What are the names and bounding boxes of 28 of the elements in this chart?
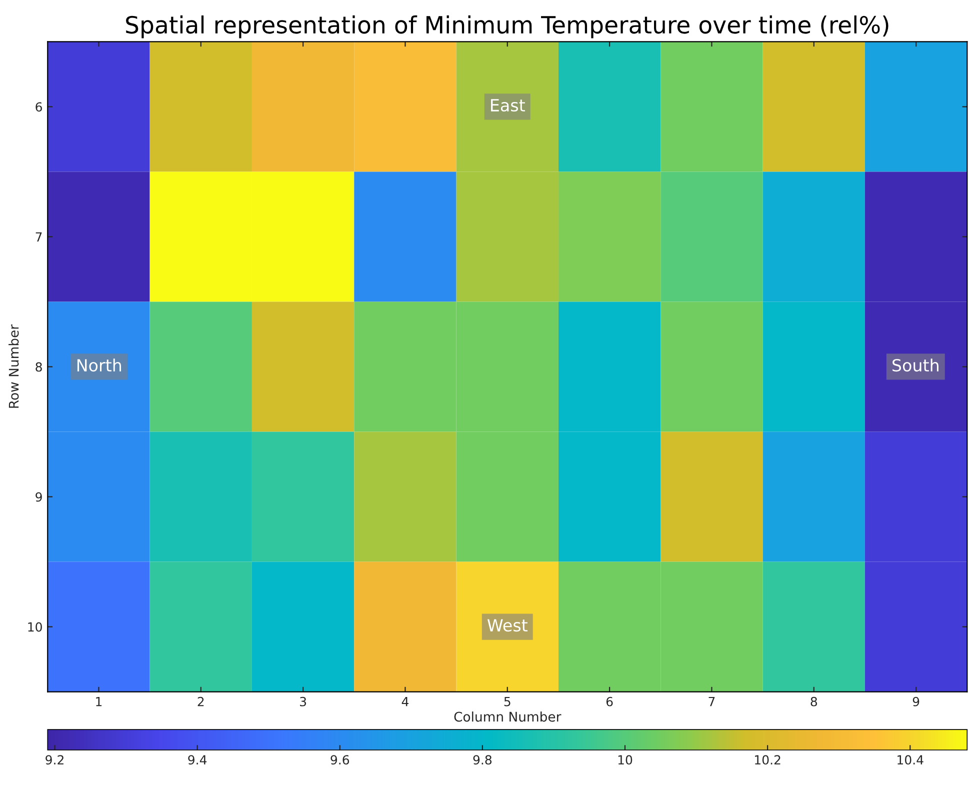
x-tick-label: 8 (810, 696, 818, 706)
x-tick-label: 5 (504, 697, 510, 706)
x-axis-title: Column Number (454, 712, 562, 722)
y-tick-label: 8 (36, 362, 42, 372)
color-bar-label: 9.4 (188, 755, 207, 765)
chart-title: Spatial representation of Minimum Temperature over time (rel%) (126, 15, 888, 38)
y-tick-label: 7 (36, 232, 42, 242)
y-tick-label: 6 (36, 102, 42, 112)
x-tick-label: 2 (198, 696, 204, 706)
x-tick-label: 3 (300, 696, 306, 706)
annotation: East (491, 99, 525, 112)
color-bar-label: 9.6 (330, 755, 350, 765)
x-tick-label: 7 (708, 697, 715, 706)
annotation: West (487, 619, 528, 632)
color-bar-label: 9.2 (46, 755, 64, 765)
x-tick-label: 6 (606, 696, 613, 706)
color-bar-label: 10 (618, 755, 632, 765)
y-axis-title: Row Number (8, 324, 19, 408)
y-tick-label: 9 (36, 492, 42, 502)
y-tick-label: 10 (28, 622, 42, 632)
x-tick-label: 1 (96, 697, 102, 706)
color-bar-label: 10.4 (898, 755, 924, 765)
annotation: North (77, 358, 122, 372)
x-tick-label: 4 (402, 697, 408, 706)
color-bar-label: 10.2 (755, 755, 780, 765)
annotation: South (892, 358, 938, 372)
x-tick-label: 9 (912, 696, 920, 706)
color-bar-label: 9.8 (473, 755, 492, 765)
